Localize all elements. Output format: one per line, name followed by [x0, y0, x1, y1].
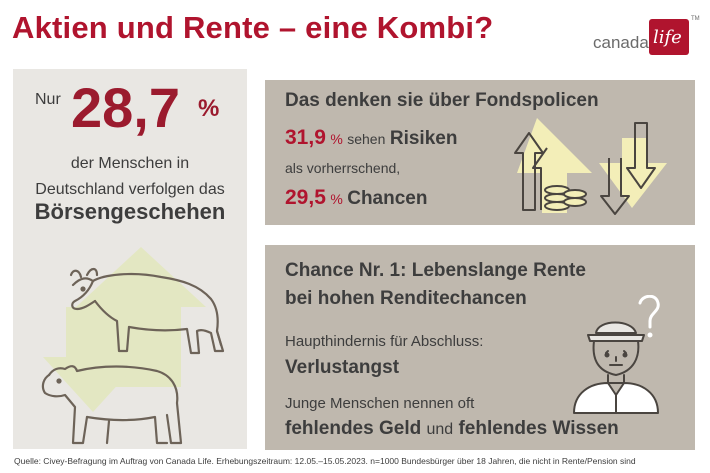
arrow-down-icon — [599, 122, 667, 215]
left-headline: Börsengeschehen — [34, 199, 226, 224]
risk-value: 31,9 — [285, 126, 326, 149]
chance-stat: 29,5 % Chancen — [285, 186, 427, 210]
logo-text: canada — [593, 33, 649, 52]
canada-life-logo: canada life TM — [593, 14, 703, 58]
risk-unit: % — [330, 131, 343, 147]
bull-icon — [69, 267, 225, 355]
obstacle-value: Verlustangst — [285, 357, 400, 378]
left-line2: Deutschland verfolgen das — [35, 181, 225, 198]
young-label: Junge Menschen nennen oft — [285, 395, 475, 412]
fonds-panel: Das denken sie über Fondspolicen 31,9 % … — [265, 80, 695, 225]
chance-heading-line2: bei hohen Renditechancen — [285, 288, 527, 309]
logo-trademark: TM — [691, 16, 700, 22]
risk-text-pre: sehen — [347, 131, 386, 147]
source-note: Quelle: Civey-Befragung im Auftrag von C… — [14, 456, 636, 466]
logo-box: life — [649, 19, 689, 55]
chance-text-bold: Chancen — [347, 188, 428, 209]
risk-stat: 31,9 % sehen Risiken — [285, 126, 457, 150]
young-item2: fehlendes Wissen — [458, 418, 619, 439]
young-item1: fehlendes Geld — [285, 418, 422, 439]
chance-value: 29,5 — [285, 186, 326, 209]
bear-icon — [41, 365, 183, 445]
obstacle-label: Haupthindernis für Abschluss: — [285, 333, 484, 350]
percent-sign: % — [198, 95, 220, 122]
page-title: Aktien und Rente – eine Kombi? — [12, 10, 494, 45]
prefix-text: Nur — [35, 91, 61, 108]
logo-box-text: life — [653, 27, 682, 48]
left-line1: der Menschen in — [70, 155, 190, 172]
fonds-arrows-illustration — [514, 118, 667, 215]
risk-text-bold: Risiken — [389, 128, 458, 149]
fonds-heading: Das denken sie über Fondspolicen — [285, 90, 599, 111]
young-reasons: fehlendes Geld und fehlendes Wissen — [285, 418, 619, 440]
left-description: der Menschen in Deutschland verfolgen da… — [13, 151, 247, 203]
person-question-icon — [573, 295, 660, 414]
left-panel: Nur 28,7 % der Menschen in Deutschland v… — [13, 69, 247, 449]
chance-heading: Chance Nr. 1: Lebenslange Rente bei hohe… — [285, 257, 586, 313]
bull-bear-illustration — [41, 247, 225, 445]
chance-unit: % — [330, 191, 343, 207]
percent-value: 28,7 — [71, 76, 180, 139]
arrow-up-coins-icon — [514, 118, 592, 213]
risk-line2: als vorherrschend, — [285, 160, 401, 176]
chance-heading-line1: Chance Nr. 1: Lebenslange Rente — [285, 260, 586, 281]
chance-panel: Chance Nr. 1: Lebenslange Rente bei hohe… — [265, 245, 695, 450]
young-and: und — [426, 421, 454, 438]
